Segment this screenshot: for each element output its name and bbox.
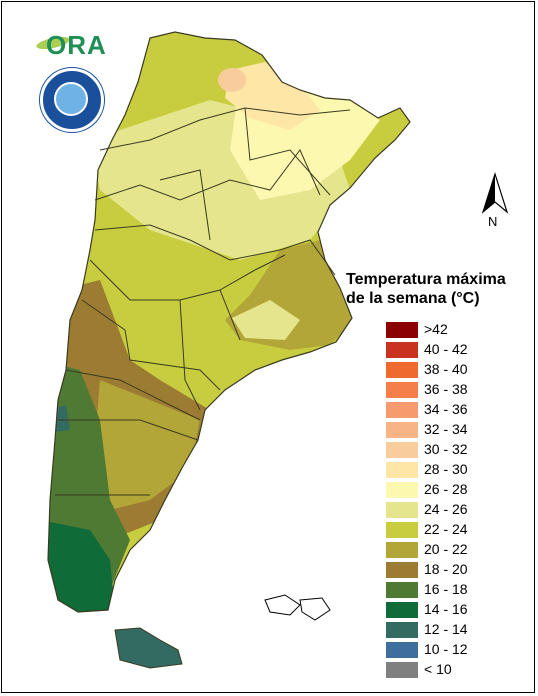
legend-swatch	[386, 482, 418, 498]
zone-24-26-pampa	[232, 300, 300, 340]
legend-swatch	[386, 622, 418, 638]
legend-swatch	[386, 322, 418, 338]
legend-item: >42	[386, 320, 536, 340]
legend-swatch	[386, 362, 418, 378]
mainland-temperature-zones	[48, 32, 410, 612]
legend-swatch	[386, 582, 418, 598]
legend-item: 12 - 14	[386, 620, 536, 640]
zone-20-22-patagonia	[95, 380, 200, 510]
legend-label: 10 - 12	[424, 641, 468, 657]
legend-item: 30 - 32	[386, 440, 536, 460]
boundary-santiago	[159, 169, 211, 241]
tierra-del-fuego	[114, 627, 183, 669]
legend-item: 36 - 38	[386, 380, 536, 400]
legend-item: 20 - 22	[386, 540, 536, 560]
legend-label: 18 - 20	[424, 561, 468, 577]
legend-title-line1: Temperatura máxima	[346, 271, 506, 288]
north-label: N	[488, 214, 498, 229]
boundary-la-pampa	[179, 299, 201, 411]
boundary-center	[94, 224, 336, 276]
legend-label: 40 - 42	[424, 341, 468, 357]
boundary-rio-negro	[65, 369, 201, 421]
zone-28-30	[225, 62, 320, 130]
boundary-pampa-south	[81, 299, 221, 391]
legend-swatch	[386, 642, 418, 658]
legend-item: 24 - 26	[386, 500, 536, 520]
north-arrow-icon	[481, 172, 509, 214]
legend-label: 26 - 28	[424, 481, 468, 497]
legend-title-line2: de la semana (°C)	[346, 290, 480, 307]
north-arrow: N	[480, 172, 510, 232]
legend-label: 22 - 24	[424, 521, 468, 537]
legend-swatch	[386, 462, 418, 478]
legend: Temperatura máxima de la semana (°C) >42…	[346, 270, 536, 678]
legend-item: 22 - 24	[386, 520, 536, 540]
legend-label: < 10	[424, 661, 452, 677]
legend-item: 18 - 20	[386, 560, 536, 580]
legend-label: 24 - 26	[424, 501, 468, 517]
legend-swatch	[386, 602, 418, 618]
ora-text: ORA	[46, 30, 107, 60]
smn-seal-inner	[54, 82, 88, 116]
legend-swatch	[386, 402, 418, 418]
legend-label: 12 - 14	[424, 621, 468, 637]
legend-item: 16 - 18	[386, 580, 536, 600]
smn-seal-icon	[40, 68, 104, 132]
legend-swatch	[386, 542, 418, 558]
legend-swatch	[386, 382, 418, 398]
legend-item: 40 - 42	[386, 340, 536, 360]
boundary-chubut	[58, 419, 199, 441]
legend-swatch	[386, 442, 418, 458]
legend-label: 16 - 18	[424, 581, 468, 597]
legend-swatch	[386, 562, 418, 578]
legend-swatch	[386, 422, 418, 438]
boundary-buenos-aires	[219, 254, 286, 291]
legend-swatch	[386, 522, 418, 538]
legend-label: 38 - 40	[424, 361, 468, 377]
legend-label: 20 - 22	[424, 541, 468, 557]
legend-item: 14 - 16	[386, 600, 536, 620]
province-boundaries	[55, 107, 351, 496]
legend-swatch	[386, 662, 418, 678]
legend-item: < 10	[386, 660, 536, 680]
legend-label: 28 - 30	[424, 461, 468, 477]
malvinas-islands	[264, 594, 331, 621]
legend-label: 14 - 16	[424, 601, 468, 617]
legend-item: 10 - 12	[386, 640, 536, 660]
malvinas-west	[264, 594, 301, 616]
argentina-outline	[47, 31, 411, 613]
legend-item: 28 - 30	[386, 460, 536, 480]
legend-label: 32 - 34	[424, 421, 468, 437]
legend-item: 34 - 36	[386, 400, 536, 420]
zone-30-32	[218, 68, 246, 92]
boundary-center-north	[94, 149, 321, 201]
legend-item: 32 - 34	[386, 420, 536, 440]
zone-14-16-south	[48, 520, 115, 612]
boundary-chaco	[244, 107, 331, 196]
legend-label: 34 - 36	[424, 401, 468, 417]
legend-item: 26 - 28	[386, 480, 536, 500]
legend-swatch	[386, 342, 418, 358]
boundary-north	[99, 107, 351, 151]
legend-swatch	[386, 502, 418, 518]
legend-item: 38 - 40	[386, 360, 536, 380]
legend-label: >42	[424, 321, 448, 337]
legend-label: 36 - 38	[424, 381, 468, 397]
ora-logo: ORA	[35, 30, 107, 60]
malvinas-east	[299, 597, 331, 621]
legend-label: 30 - 32	[424, 441, 468, 457]
